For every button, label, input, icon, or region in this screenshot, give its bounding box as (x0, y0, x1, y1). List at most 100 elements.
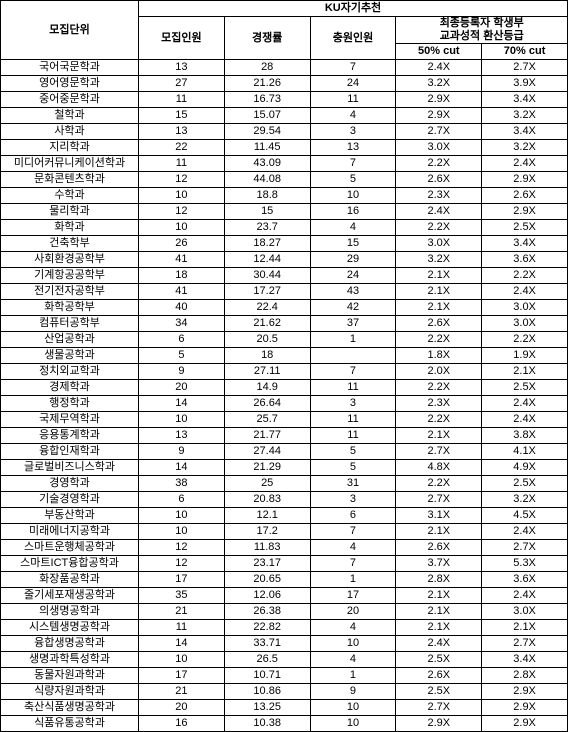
dept-name: 국제무역학과 (1, 412, 139, 428)
cell-r: 12 (139, 204, 225, 220)
cell-f: 16 (310, 204, 396, 220)
cell-f: 43 (310, 284, 396, 300)
cell-r: 18 (139, 268, 225, 284)
cell-r: 11 (139, 620, 225, 636)
cell-p70: 4.1X (482, 444, 568, 460)
cell-f: 3 (310, 124, 396, 140)
cell-r: 9 (139, 444, 225, 460)
table-row: 스마트ICT융합공학과1223.1773.7X5.3X (1, 556, 568, 572)
cell-r: 14 (139, 460, 225, 476)
cell-p50: 2.1X (396, 284, 482, 300)
dept-name: 화장품공학과 (1, 572, 139, 588)
table-row: 의생명공학과2126.38202.1X3.0X (1, 604, 568, 620)
cell-p50: 2.1X (396, 620, 482, 636)
header-col3: 충원인원 (310, 17, 396, 60)
cell-r: 11 (139, 156, 225, 172)
cell-r: 13 (139, 60, 225, 76)
table-row: 수학과1018.8102.3X2.6X (1, 188, 568, 204)
dept-name: 정치외교학과 (1, 364, 139, 380)
cell-r: 9 (139, 364, 225, 380)
table-row: 생명과학특성학과1026.542.5X3.4X (1, 652, 568, 668)
header-col1: 모집인원 (139, 17, 225, 60)
cell-p50: 4.8X (396, 460, 482, 476)
table-row: 정치외교학과927.1172.0X2.1X (1, 364, 568, 380)
dept-name: 식품유통공학과 (1, 716, 139, 732)
cell-p70: 3.0X (482, 316, 568, 332)
cell-p50: 2.3X (396, 396, 482, 412)
cell-r: 10 (139, 188, 225, 204)
table-row: 글로벌비즈니스학과1421.2954.8X4.9X (1, 460, 568, 476)
cell-f: 13 (310, 140, 396, 156)
cell-p50: 2.1X (396, 524, 482, 540)
header-group: KU자기추천 (139, 1, 568, 17)
table-row: 건축학부2618.27153.0X3.4X (1, 236, 568, 252)
cell-f: 7 (310, 556, 396, 572)
cell-c: 25 (224, 476, 310, 492)
cell-c: 21.77 (224, 428, 310, 444)
cell-p70: 2.1X (482, 620, 568, 636)
dept-name: 융합생명공학과 (1, 636, 139, 652)
cell-f: 4 (310, 652, 396, 668)
cell-p70: 3.6X (482, 252, 568, 268)
cell-r: 14 (139, 636, 225, 652)
cell-f: 10 (310, 700, 396, 716)
cell-f: 7 (310, 364, 396, 380)
table-row: 영어영문학과2721.26243.2X3.9X (1, 76, 568, 92)
cell-p50: 2.3X (396, 188, 482, 204)
cell-c: 15 (224, 204, 310, 220)
cell-p70: 3.8X (482, 428, 568, 444)
table-row: 미래에너지공학과1017.272.1X2.4X (1, 524, 568, 540)
cell-c: 12.1 (224, 508, 310, 524)
dept-name: 행정학과 (1, 396, 139, 412)
cell-f: 24 (310, 268, 396, 284)
cell-f: 5 (310, 444, 396, 460)
dept-name: 경제학과 (1, 380, 139, 396)
cell-r: 22 (139, 140, 225, 156)
dept-name: 스마트ICT융합공학과 (1, 556, 139, 572)
cell-p50: 2.7X (396, 444, 482, 460)
cell-p70: 3.4X (482, 92, 568, 108)
table-row: 미디어커뮤니케이션학과1143.0972.2X2.4X (1, 156, 568, 172)
cell-p70: 2.9X (482, 204, 568, 220)
table-row: 문화콘텐츠학과1244.0852.6X2.9X (1, 172, 568, 188)
table-row: 축산식품생명공학과2013.25102.7X2.9X (1, 700, 568, 716)
cell-p70: 2.7X (482, 636, 568, 652)
cell-r: 15 (139, 108, 225, 124)
cell-p70: 3.4X (482, 124, 568, 140)
table-row: 식량자원과학과2110.8692.5X2.9X (1, 684, 568, 700)
table-row: 행정학과1426.6432.3X2.4X (1, 396, 568, 412)
cell-f: 31 (310, 476, 396, 492)
dept-name: 화학과 (1, 220, 139, 236)
cell-p50: 2.1X (396, 588, 482, 604)
cell-c: 17.27 (224, 284, 310, 300)
dept-name: 생명과학특성학과 (1, 652, 139, 668)
cell-f: 29 (310, 252, 396, 268)
cell-c: 12.06 (224, 588, 310, 604)
table-row: 물리학과1215162.4X2.9X (1, 204, 568, 220)
table-row: 부동산학과1012.163.1X4.5X (1, 508, 568, 524)
cell-r: 21 (139, 604, 225, 620)
cell-r: 21 (139, 684, 225, 700)
dept-name: 물리학과 (1, 204, 139, 220)
cell-f: 20 (310, 604, 396, 620)
cell-f: 24 (310, 76, 396, 92)
cell-f: 15 (310, 236, 396, 252)
cell-f: 11 (310, 380, 396, 396)
dept-name: 경영학과 (1, 476, 139, 492)
header-col2: 경쟁률 (224, 17, 310, 60)
cell-c: 27.11 (224, 364, 310, 380)
dept-name: 수학과 (1, 188, 139, 204)
table-row: 전기전자공학부4117.27432.1X2.4X (1, 284, 568, 300)
table-row: 생물공학과5181.8X1.9X (1, 348, 568, 364)
cell-p50: 2.4X (396, 636, 482, 652)
cell-r: 5 (139, 348, 225, 364)
cell-p70: 3.0X (482, 300, 568, 316)
cell-p70: 2.5X (482, 380, 568, 396)
cell-p70: 3.2X (482, 492, 568, 508)
table-row: 기술경영학과620.8332.7X3.2X (1, 492, 568, 508)
cell-c: 20.65 (224, 572, 310, 588)
cell-p50: 2.6X (396, 540, 482, 556)
dept-name: 시스템생명공학과 (1, 620, 139, 636)
cell-p70: 2.9X (482, 684, 568, 700)
cell-f: 9 (310, 684, 396, 700)
